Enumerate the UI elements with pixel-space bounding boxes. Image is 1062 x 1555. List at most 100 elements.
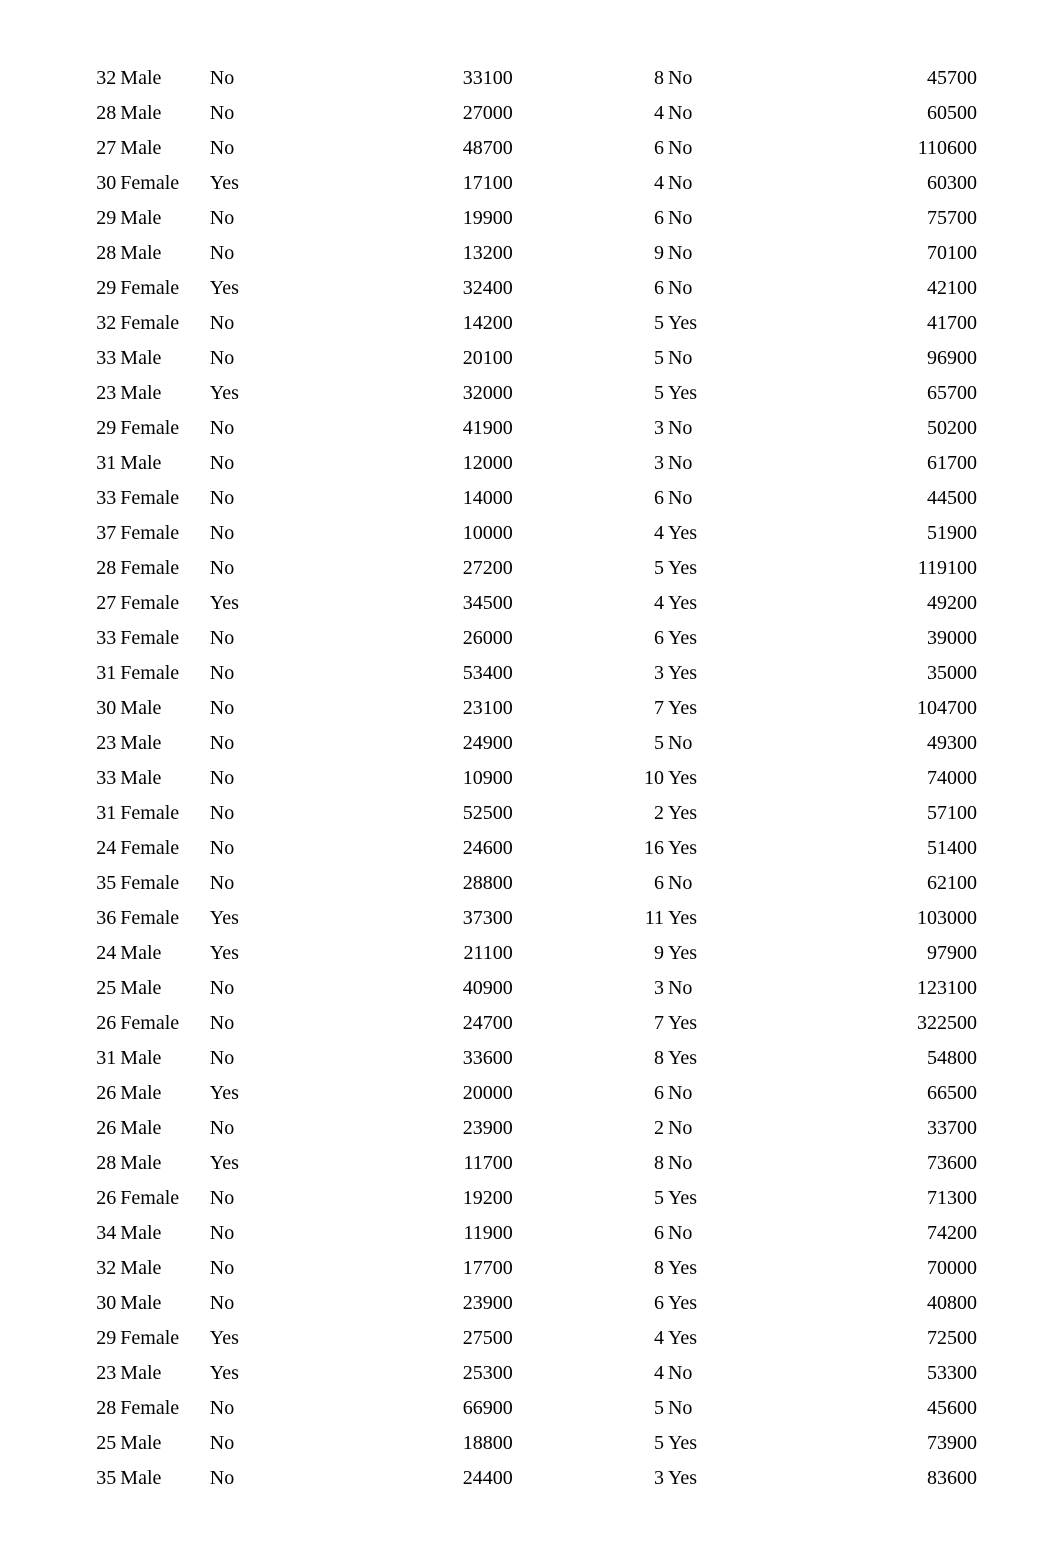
cell-value-1: 27000 xyxy=(273,95,513,130)
cell-value-2: 74000 xyxy=(716,760,977,795)
cell-value-2: 60500 xyxy=(716,95,977,130)
cell-flag-2: Yes xyxy=(664,620,716,655)
cell-flag-2: Yes xyxy=(664,1005,716,1040)
cell-flag-1: No xyxy=(200,725,273,760)
cell-flag-2: No xyxy=(664,1110,716,1145)
cell-flag-1: No xyxy=(200,1250,273,1285)
cell-value-1: 24900 xyxy=(273,725,513,760)
cell-gender: Male xyxy=(116,445,199,480)
cell-flag-2: No xyxy=(664,130,716,165)
cell-value-1: 14200 xyxy=(273,305,513,340)
cell-value-1: 33600 xyxy=(273,1040,513,1075)
cell-flag-2: Yes xyxy=(664,1250,716,1285)
cell-flag-1: Yes xyxy=(200,935,273,970)
cell-value-2: 41700 xyxy=(716,305,977,340)
cell-age: 23 xyxy=(85,725,116,760)
data-table: 32MaleNo331008No4570028MaleNo270004No605… xyxy=(85,60,977,1495)
cell-value-2: 44500 xyxy=(716,480,977,515)
cell-count: 10 xyxy=(513,760,664,795)
cell-value-1: 37300 xyxy=(273,900,513,935)
cell-flag-1: No xyxy=(200,1460,273,1495)
cell-value-2: 75700 xyxy=(716,200,977,235)
cell-value-1: 11700 xyxy=(273,1145,513,1180)
cell-count: 16 xyxy=(513,830,664,865)
cell-value-2: 57100 xyxy=(716,795,977,830)
cell-age: 27 xyxy=(85,585,116,620)
cell-value-2: 104700 xyxy=(716,690,977,725)
cell-age: 25 xyxy=(85,1425,116,1460)
cell-gender: Male xyxy=(116,1355,199,1390)
table-row: 33FemaleNo260006Yes39000 xyxy=(85,620,977,655)
cell-count: 4 xyxy=(513,165,664,200)
cell-value-1: 13200 xyxy=(273,235,513,270)
cell-age: 23 xyxy=(85,375,116,410)
cell-flag-2: No xyxy=(664,1075,716,1110)
cell-gender: Male xyxy=(116,200,199,235)
cell-flag-2: Yes xyxy=(664,1425,716,1460)
cell-value-2: 42100 xyxy=(716,270,977,305)
cell-flag-1: No xyxy=(200,690,273,725)
table-row: 33MaleNo1090010Yes74000 xyxy=(85,760,977,795)
cell-flag-1: Yes xyxy=(200,1355,273,1390)
cell-gender: Female xyxy=(116,550,199,585)
cell-value-2: 60300 xyxy=(716,165,977,200)
cell-value-2: 39000 xyxy=(716,620,977,655)
cell-count: 4 xyxy=(513,95,664,130)
cell-flag-1: No xyxy=(200,1180,273,1215)
table-row: 27MaleNo487006No110600 xyxy=(85,130,977,165)
cell-flag-1: No xyxy=(200,60,273,95)
cell-flag-2: No xyxy=(664,200,716,235)
cell-count: 4 xyxy=(513,515,664,550)
cell-count: 11 xyxy=(513,900,664,935)
cell-gender: Male xyxy=(116,1040,199,1075)
cell-gender: Female xyxy=(116,1320,199,1355)
cell-count: 5 xyxy=(513,305,664,340)
table-row: 35FemaleNo288006No62100 xyxy=(85,865,977,900)
cell-age: 35 xyxy=(85,1460,116,1495)
cell-flag-2: No xyxy=(664,1145,716,1180)
cell-value-2: 322500 xyxy=(716,1005,977,1040)
cell-value-1: 40900 xyxy=(273,970,513,1005)
cell-count: 6 xyxy=(513,130,664,165)
cell-gender: Female xyxy=(116,900,199,935)
cell-count: 7 xyxy=(513,1005,664,1040)
cell-gender: Female xyxy=(116,165,199,200)
cell-value-2: 65700 xyxy=(716,375,977,410)
cell-value-2: 72500 xyxy=(716,1320,977,1355)
cell-flag-1: Yes xyxy=(200,165,273,200)
cell-value-1: 33100 xyxy=(273,60,513,95)
cell-flag-2: No xyxy=(664,270,716,305)
table-row: 32MaleNo331008No45700 xyxy=(85,60,977,95)
cell-gender: Female xyxy=(116,620,199,655)
cell-age: 32 xyxy=(85,305,116,340)
cell-value-2: 103000 xyxy=(716,900,977,935)
cell-flag-2: No xyxy=(664,865,716,900)
cell-count: 6 xyxy=(513,1075,664,1110)
cell-value-2: 49200 xyxy=(716,585,977,620)
cell-gender: Male xyxy=(116,1215,199,1250)
table-row: 29FemaleNo419003No50200 xyxy=(85,410,977,445)
cell-gender: Female xyxy=(116,795,199,830)
cell-age: 26 xyxy=(85,1180,116,1215)
table-row: 24MaleYes211009Yes97900 xyxy=(85,935,977,970)
cell-flag-2: Yes xyxy=(664,515,716,550)
cell-count: 9 xyxy=(513,935,664,970)
cell-flag-1: No xyxy=(200,515,273,550)
cell-flag-2: Yes xyxy=(664,900,716,935)
cell-age: 27 xyxy=(85,130,116,165)
cell-gender: Male xyxy=(116,725,199,760)
table-row: 31FemaleNo525002Yes57100 xyxy=(85,795,977,830)
table-row: 26MaleNo239002No33700 xyxy=(85,1110,977,1145)
cell-gender: Male xyxy=(116,60,199,95)
cell-gender: Female xyxy=(116,585,199,620)
cell-age: 24 xyxy=(85,935,116,970)
cell-flag-1: No xyxy=(200,305,273,340)
table-row: 29FemaleYes275004Yes72500 xyxy=(85,1320,977,1355)
cell-value-2: 70000 xyxy=(716,1250,977,1285)
cell-count: 5 xyxy=(513,375,664,410)
cell-value-2: 110600 xyxy=(716,130,977,165)
cell-flag-1: No xyxy=(200,795,273,830)
cell-flag-2: No xyxy=(664,445,716,480)
cell-flag-1: No xyxy=(200,1040,273,1075)
cell-age: 33 xyxy=(85,760,116,795)
